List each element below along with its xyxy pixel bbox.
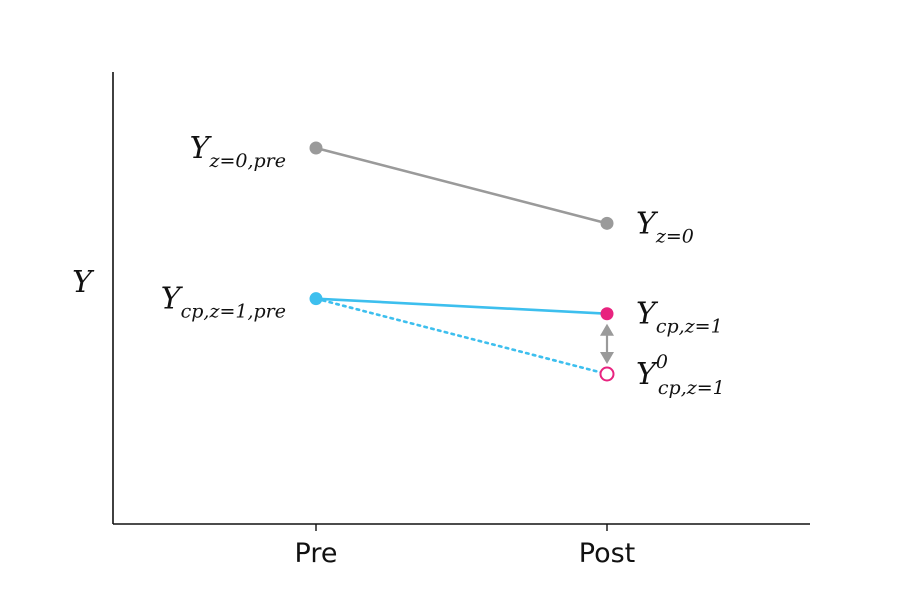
point-treated-post [600,307,614,321]
label-subscript: cp,z=1,pre [181,301,286,323]
x-tick-label-pre: Pre [295,538,338,569]
label-subscript: z=0 [655,225,694,247]
label-superscript: 0 [656,351,668,373]
point-treated-pre [309,292,323,306]
point-control-pre [309,141,323,155]
point-label-treated-post: Ycp,z=1 [636,297,723,338]
point-label-control-post: Yz=0 [636,206,694,247]
point-label-control-pre: Yz=0,pre [190,131,286,172]
series-line-counterfactual [314,297,609,376]
label-subscript: cp,z=1 [656,316,723,338]
annotation-arrow-head-down [600,352,614,364]
label-main: Y [636,206,659,241]
point-label-treated-pre: Ycp,z=1,pre [161,282,286,323]
label-main: Y [636,297,659,332]
label-subscript: cp,z=1 [658,377,725,399]
series-line-control [315,146,608,225]
annotation-arrow-head-up [600,323,614,336]
y-axis-label-text: Y [72,265,95,300]
point-counterfactual-post [599,366,615,382]
series-line-treated [315,297,608,316]
label-main: Y [190,131,213,166]
x-tick-label-post: Post [579,538,636,569]
label-main: Y [161,282,184,317]
point-control-post [600,216,614,230]
label-main: Y [636,357,659,392]
label-subscript: z=0,pre [208,150,286,172]
y-axis-label: Y [72,265,95,300]
point-label-counterfactual-post: Y0 cp,z=1 [636,351,725,399]
